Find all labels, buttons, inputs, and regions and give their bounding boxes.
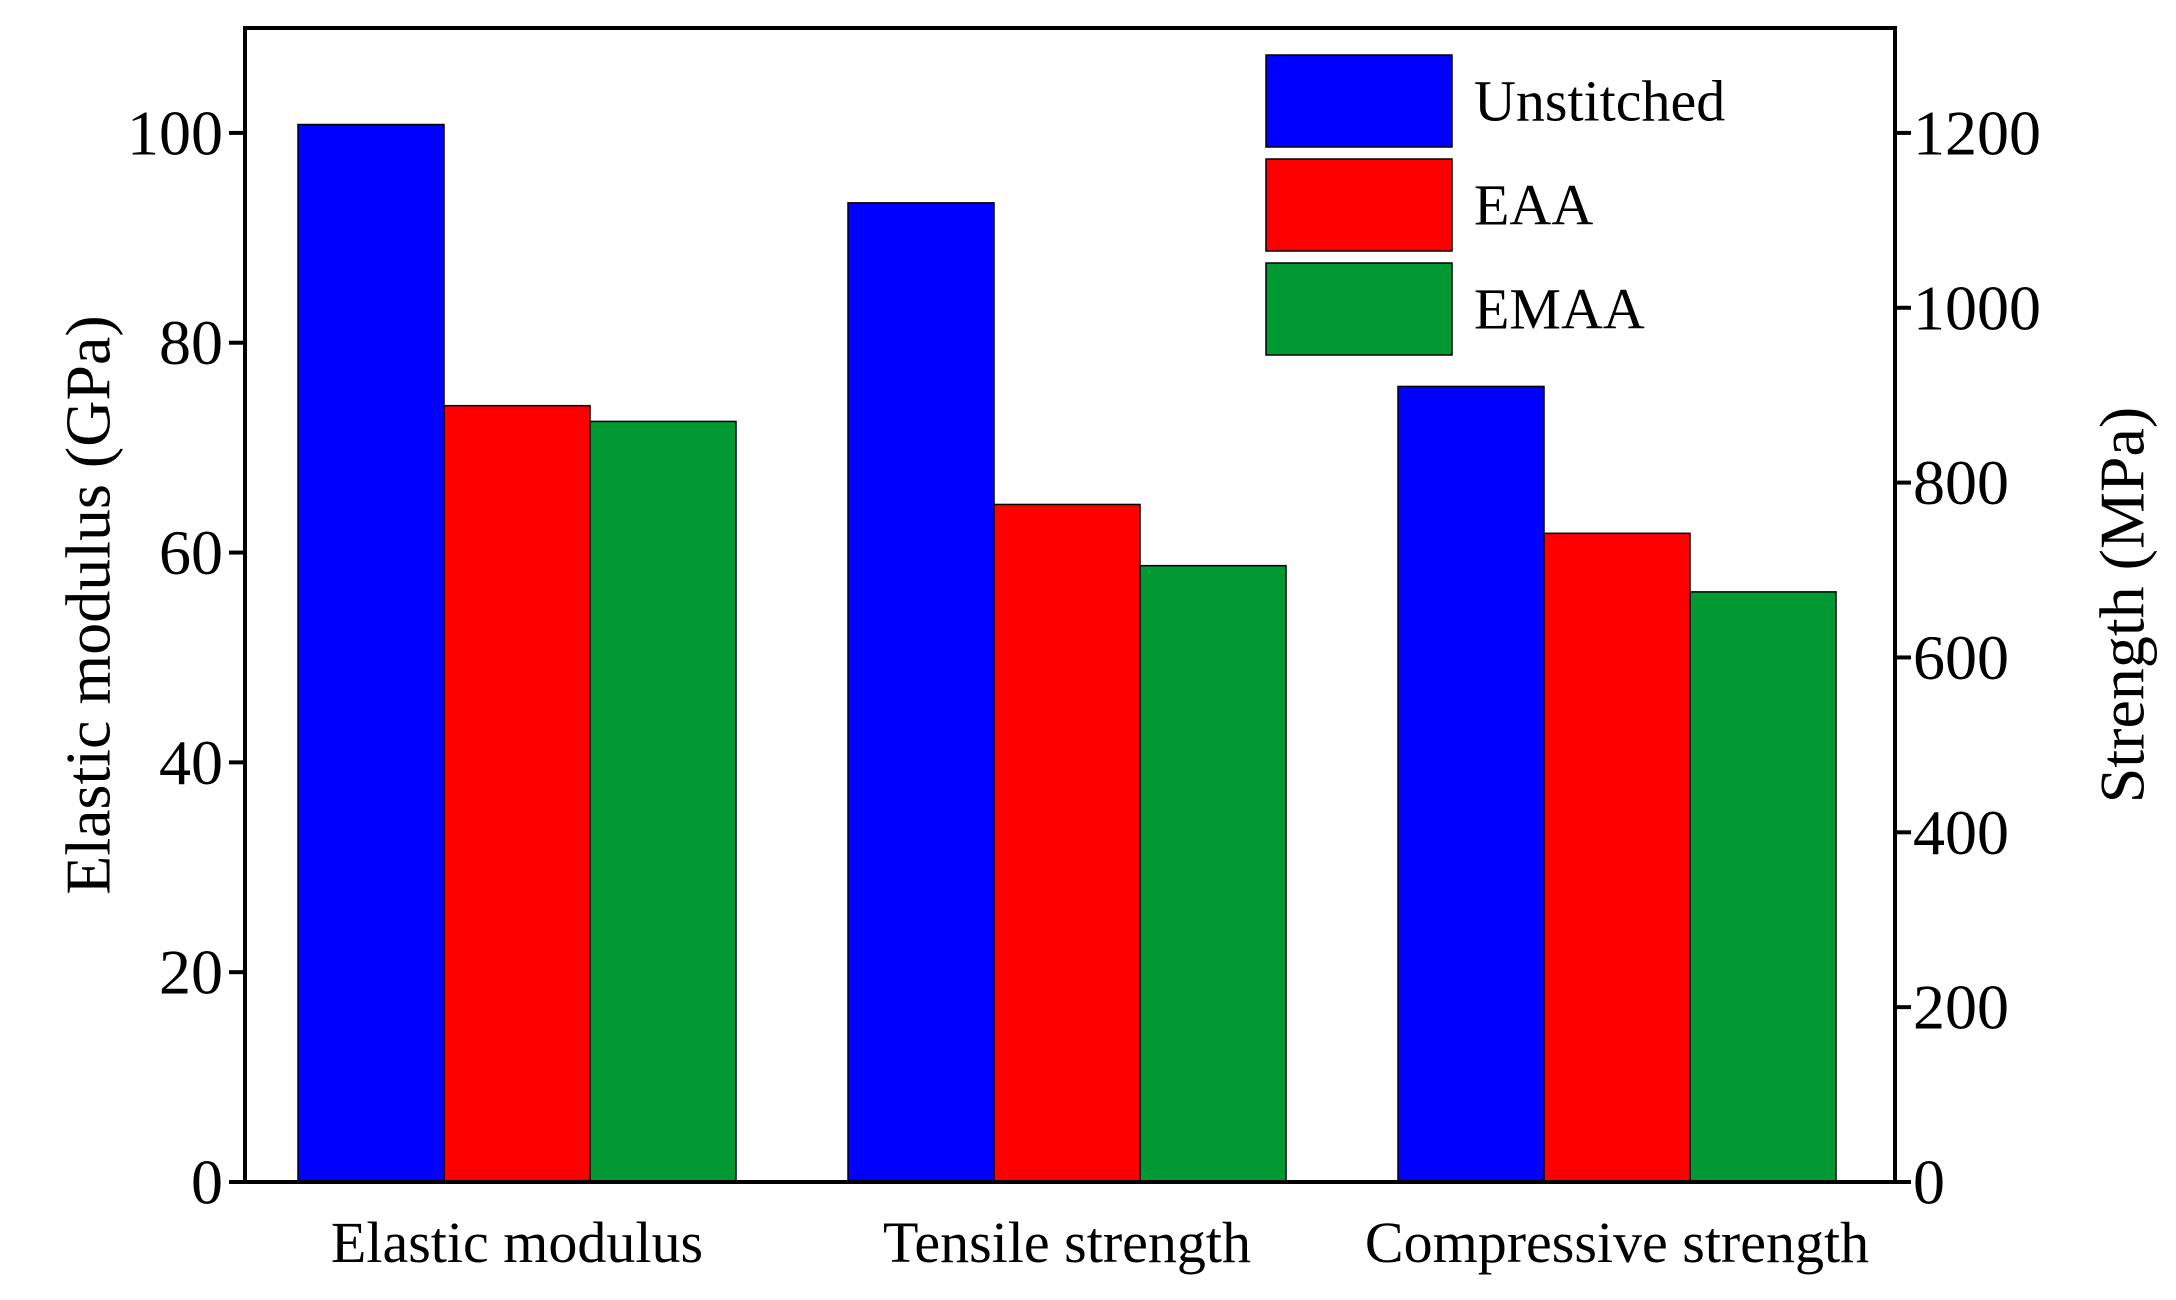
legend-label-emaa: EMAA — [1474, 277, 1645, 342]
bar-eaa-elastic-modulus — [443, 404, 591, 1183]
bar-unstitched-compressive-strength — [1397, 385, 1545, 1183]
left-tick-label: 80 — [159, 307, 223, 378]
bars-layer — [297, 123, 1837, 1183]
legend-label-eaa: EAA — [1474, 173, 1593, 238]
right-tick-label: 1000 — [1913, 272, 2041, 343]
bar-emaa-tensile-strength — [1139, 564, 1287, 1183]
bar-eaa-compressive-strength — [1543, 532, 1691, 1183]
left-tick-label: 40 — [159, 727, 223, 798]
right-axis-ticks: 0 200 400 600 800 1000 1200 — [1895, 97, 2041, 1218]
legend-label-unstitched: Unstitched — [1474, 69, 1725, 134]
left-tick-label: 0 — [191, 1147, 223, 1218]
legend-swatch-emaa — [1265, 262, 1453, 356]
legend: Unstitched EAA EMAA — [1265, 54, 1725, 356]
right-tick-label: 0 — [1913, 1147, 1945, 1218]
bar-eaa-tensile-strength — [993, 503, 1141, 1183]
bar-emaa-elastic-modulus — [589, 420, 737, 1183]
bar-unstitched-tensile-strength — [847, 202, 995, 1183]
right-tick-label: 200 — [1913, 972, 2009, 1043]
plot-area-frame — [243, 26, 1897, 1184]
left-axis-title: Elastic modulus (GPa) — [53, 315, 124, 894]
x-axis-labels: Elastic modulus Tensile strength Compressi… — [331, 1210, 1869, 1275]
bar-unstitched-elastic-modulus — [297, 123, 445, 1183]
right-axis-title: Strength (MPa) — [2087, 407, 2158, 803]
left-tick-label: 20 — [159, 937, 223, 1008]
left-axis-ticks: 0 20 40 60 80 100 — [127, 97, 245, 1218]
left-tick-label: 60 — [159, 517, 223, 588]
bar-emaa-compressive-strength — [1689, 591, 1837, 1183]
legend-swatch-unstitched — [1265, 54, 1453, 148]
right-tick-label: 800 — [1913, 447, 2009, 518]
right-tick-label: 1200 — [1913, 97, 2041, 168]
x-category-label: Compressive strength — [1365, 1210, 1869, 1275]
left-tick-label: 100 — [127, 97, 223, 168]
x-category-label: Elastic modulus — [331, 1210, 703, 1275]
right-tick-label: 400 — [1913, 797, 2009, 868]
x-category-label: Tensile strength — [883, 1210, 1251, 1275]
right-tick-label: 600 — [1913, 622, 2009, 693]
legend-swatch-eaa — [1265, 158, 1453, 252]
